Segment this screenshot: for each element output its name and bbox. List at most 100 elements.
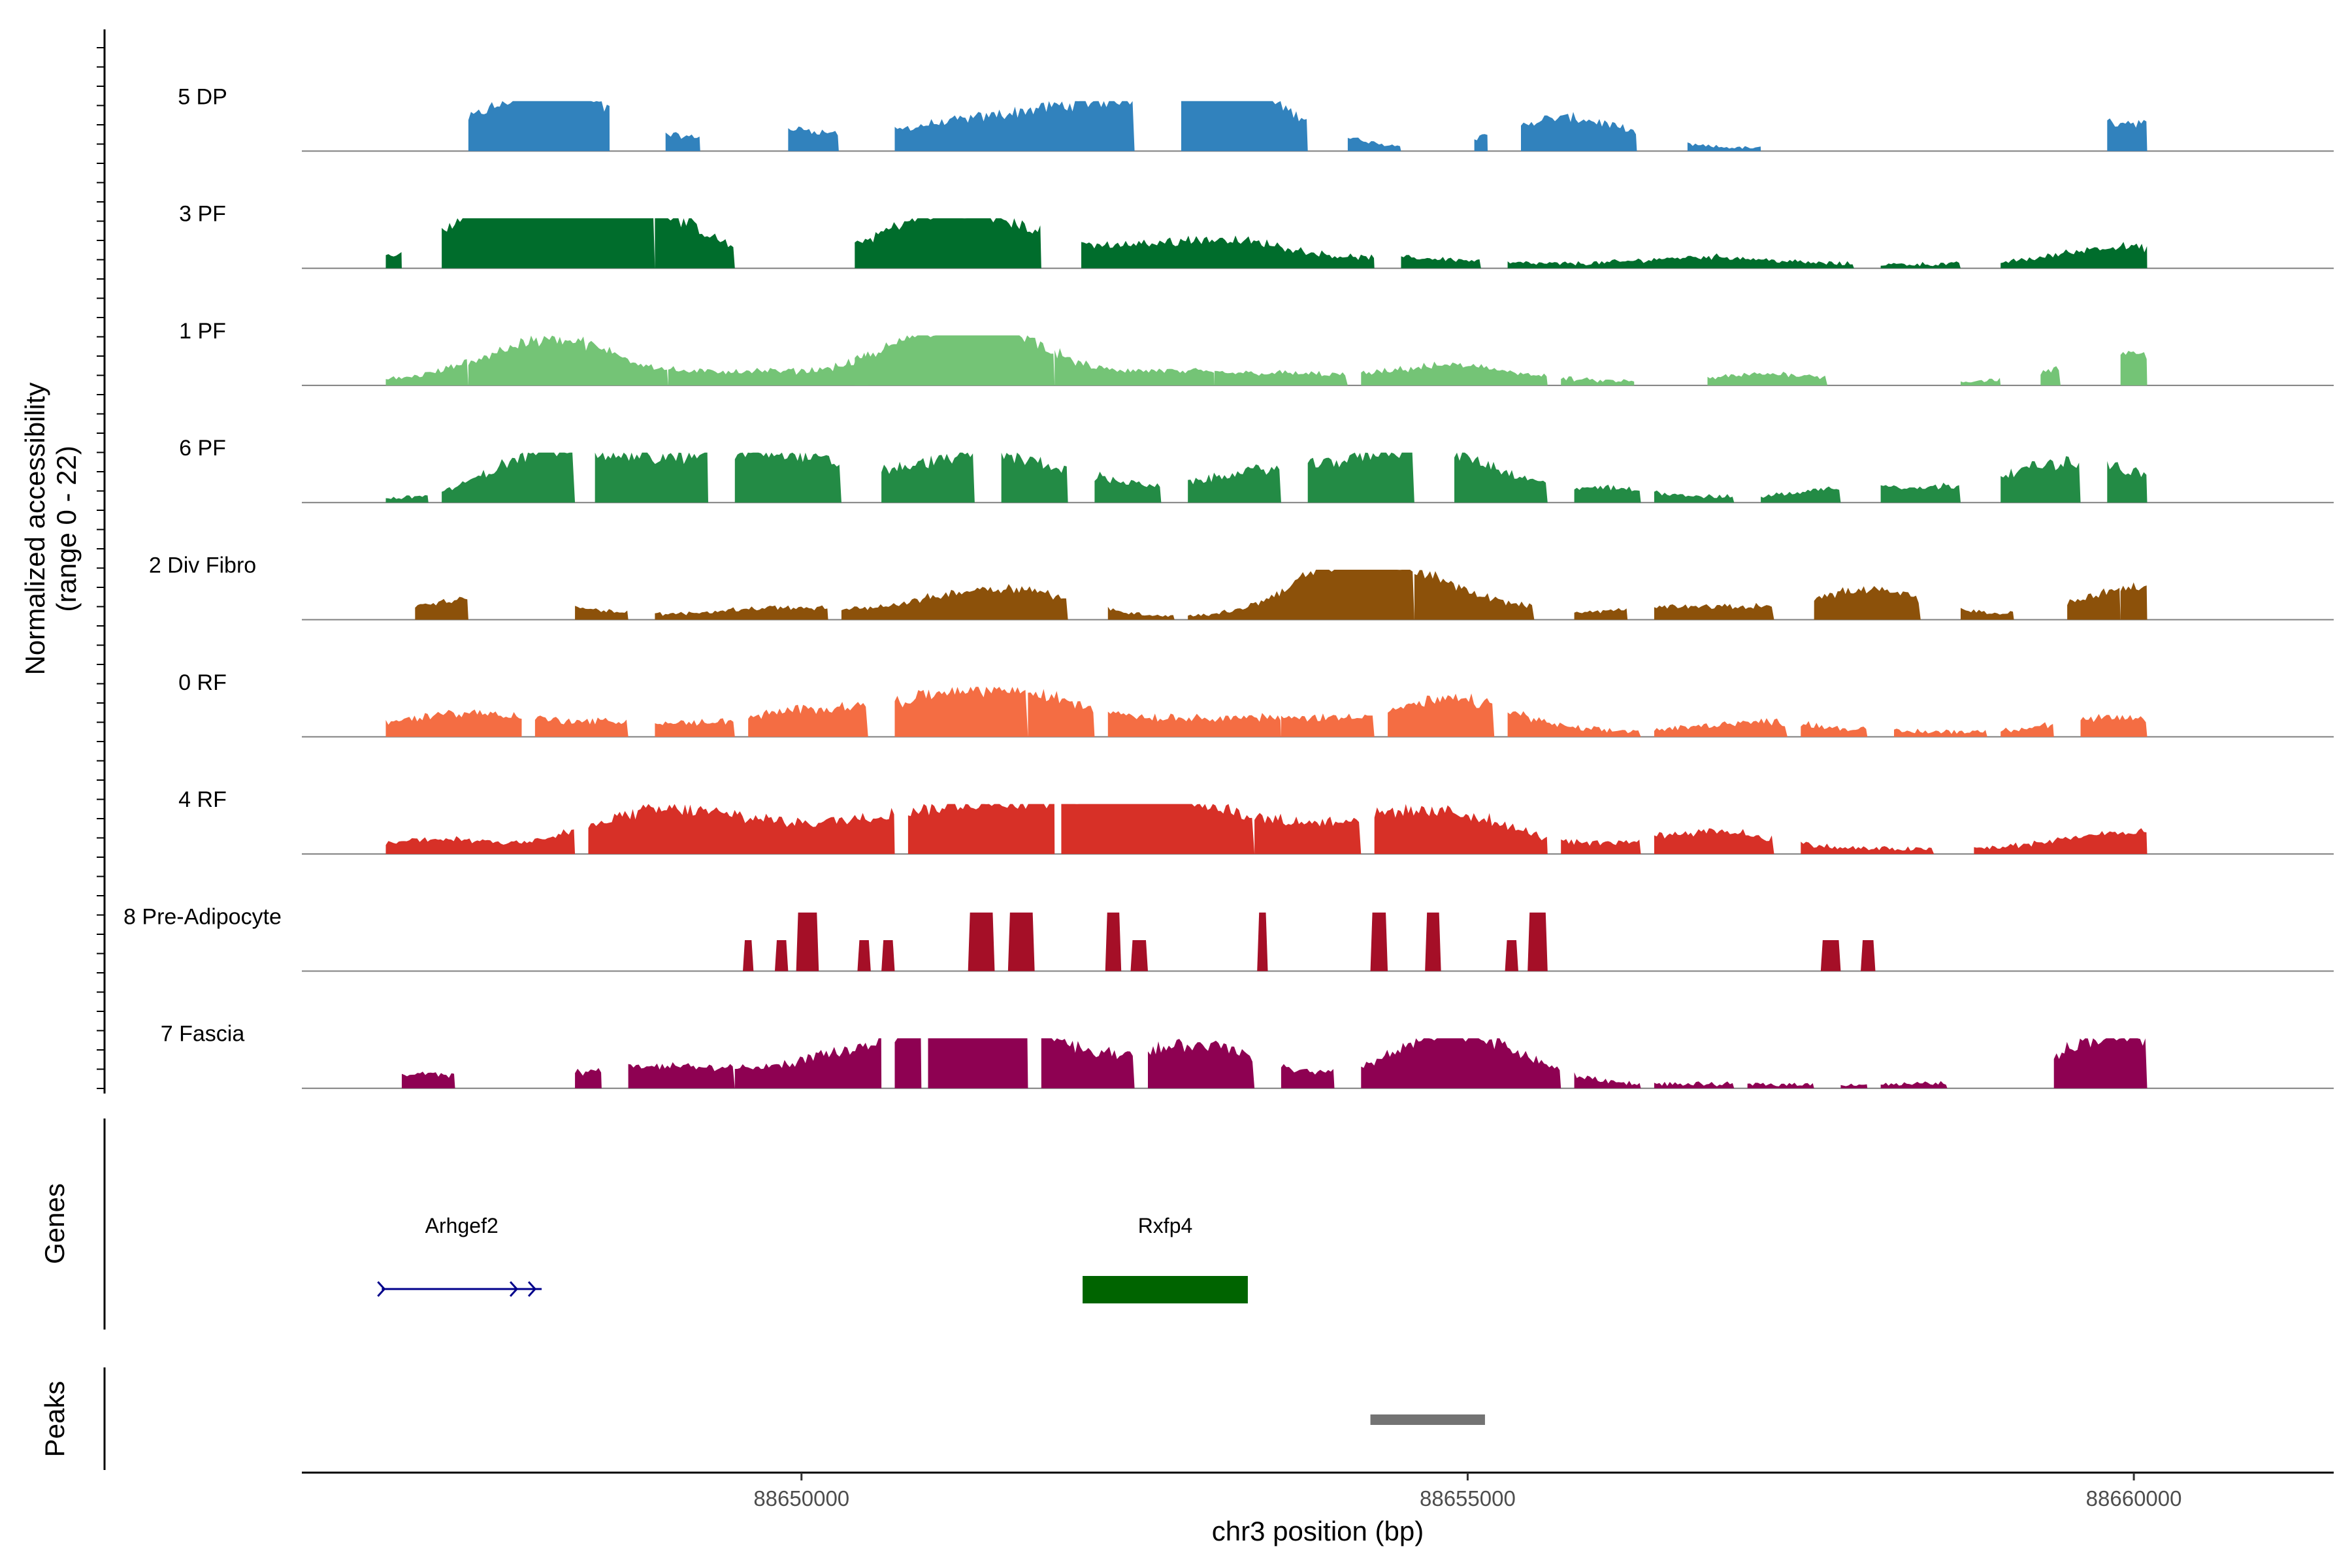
- coverage-area: [2067, 588, 2121, 620]
- coverage-area: [385, 252, 401, 269]
- coverage-area: [2001, 242, 2147, 268]
- coverage-bar: [1008, 913, 1035, 972]
- x-tick-label: 88650000: [753, 1486, 849, 1511]
- x-tick-label: 88660000: [2086, 1486, 2182, 1511]
- coverage-area: [1414, 570, 1535, 620]
- coverage-area: [1840, 1084, 1867, 1088]
- coverage-area: [1108, 711, 1281, 737]
- coverage-area: [1654, 491, 1734, 503]
- x-axis: 88650000 88655000 88660000: [302, 1473, 2334, 1511]
- coverage-area: [1002, 453, 1068, 503]
- gene-label: Rxfp4: [1138, 1214, 1193, 1237]
- coverage-area: [1894, 728, 1987, 737]
- coverage-area: [895, 1038, 922, 1088]
- coverage-bar: [743, 940, 753, 971]
- peaks-panel: [105, 1367, 1485, 1470]
- coverage-area: [385, 829, 575, 854]
- coverage-area: [1361, 1038, 1561, 1088]
- coverage-area: [1654, 718, 1788, 737]
- coverage-area: [928, 1038, 1028, 1088]
- coverage-area: [402, 1071, 455, 1088]
- coverage-area: [1561, 839, 1641, 854]
- coverage-area: [1688, 142, 1761, 151]
- gene-exon: [1083, 1276, 1248, 1303]
- track-label: 4 RF: [178, 787, 227, 812]
- coverage-area: [2001, 456, 2080, 502]
- coverage-area: [841, 584, 1068, 620]
- coverage-area: [1881, 261, 1961, 269]
- coverage-area: [468, 101, 610, 152]
- coverage-area: [655, 718, 734, 736]
- coverage-area: [1881, 483, 1961, 503]
- coverage-area: [788, 127, 838, 152]
- coverage-area: [1708, 372, 1828, 385]
- coverage-area: [655, 606, 828, 620]
- genes-panel: Arhgef2 Rxfp4: [105, 1119, 1248, 1330]
- coverage-area: [595, 453, 708, 503]
- coverage-area: [2001, 722, 2054, 736]
- accessibility-tracks: 5 DP 3 PF 1 PF 6 PF 2 Div Fibro 0 RF 4 RF 8 Pre…: [123, 84, 2334, 1088]
- coverage-area: [2107, 118, 2147, 151]
- coverage-area: [1575, 608, 1628, 620]
- coverage-area: [1401, 255, 1480, 268]
- coverage-area: [666, 132, 700, 151]
- coverage-area: [1475, 134, 1488, 151]
- coverage-area: [1881, 1081, 1948, 1088]
- coverage-area: [385, 359, 468, 385]
- coverage-area: [1308, 453, 1414, 503]
- y-axis-title: Normalized accessibility: [20, 382, 50, 675]
- coverage-area: [442, 453, 575, 503]
- track-label: 6 PF: [179, 436, 226, 461]
- coverage-area: [1748, 1083, 1814, 1088]
- coverage-area: [1254, 813, 1361, 854]
- coverage-area: [1761, 487, 1840, 503]
- coverage-area: [1054, 348, 1215, 385]
- coverage-area: [881, 453, 975, 503]
- coverage-bar: [1130, 940, 1148, 971]
- coverage-area: [735, 1038, 881, 1088]
- track-2-div-fibro: 2 Div Fibro: [149, 553, 2334, 620]
- coverage-area: [1094, 472, 1161, 502]
- coverage-bar: [1821, 940, 1841, 971]
- coverage-bar: [1505, 940, 1518, 971]
- coverage-area: [1961, 378, 2001, 385]
- x-tick-label: 88655000: [1420, 1486, 1516, 1511]
- coverage-area: [1215, 370, 1348, 385]
- coverage-area: [1508, 711, 1641, 737]
- coverage-bar: [775, 940, 788, 971]
- coverage-area: [748, 702, 868, 737]
- coverage-area: [1028, 689, 1094, 737]
- coverage-area: [442, 218, 655, 269]
- track-label: 0 RF: [178, 670, 227, 695]
- coverage-area: [575, 1068, 602, 1088]
- gene-rxfp4: Rxfp4: [1083, 1214, 1248, 1303]
- coverage-area: [1654, 603, 1774, 620]
- coverage-area: [1348, 138, 1401, 152]
- coverage-area: [575, 606, 629, 619]
- genes-panel-title: Genes: [39, 1183, 70, 1264]
- coverage-area: [1188, 570, 1414, 620]
- coverage-area: [1654, 828, 1774, 854]
- track-label: 7 Fascia: [161, 1022, 245, 1047]
- coverage-area: [1814, 586, 1921, 620]
- coverage-area: [1041, 1038, 1135, 1088]
- coverage-area: [1281, 713, 1375, 737]
- coverage-area: [1961, 608, 2014, 620]
- track-1-pf: 1 PF: [179, 319, 2334, 385]
- coverage-area: [655, 218, 734, 269]
- track-7-fascia: 7 Fascia: [161, 1022, 2334, 1088]
- track-label: 5 DP: [178, 84, 227, 109]
- coverage-area: [2040, 367, 2061, 385]
- coverage-area: [385, 495, 428, 502]
- gene-arhgef2: Arhgef2: [378, 1214, 542, 1296]
- coverage-area: [1281, 1064, 1335, 1088]
- coverage-bar: [796, 913, 819, 972]
- coverage-area: [468, 336, 668, 385]
- y-axis-title-line2: (range 0 - 22): [51, 446, 82, 612]
- coverage-bar: [1861, 940, 1875, 971]
- gene-label: Arhgef2: [425, 1214, 498, 1237]
- coverage-area: [1061, 804, 1254, 855]
- coverage-area: [1388, 693, 1494, 736]
- coverage-area: [895, 687, 1028, 737]
- coverage-plot: 5 DP3 PF1 PF6 PF2 Div Fibro0 RF4 RF8 Pre…: [0, 0, 2352, 1568]
